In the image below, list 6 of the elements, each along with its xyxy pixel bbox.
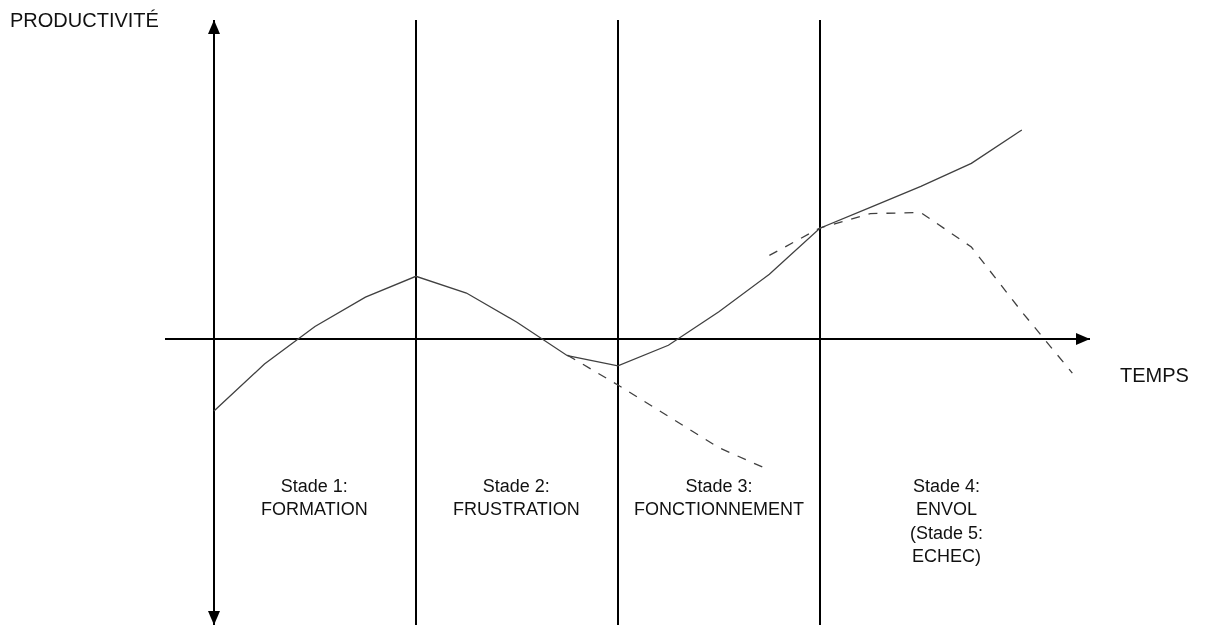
text: Stade 3: FONCTIONNEMENT: [634, 476, 804, 520]
text: Stade 1: FORMATION: [261, 476, 368, 520]
y-axis-title: PRODUCTIVITÉ: [10, 9, 159, 31]
x-axis-title: TEMPS: [1120, 364, 1189, 386]
text: Stade 4: ENVOL (Stade 5: ECHEC): [910, 476, 984, 567]
text: Stade 2: FRUSTRATION: [453, 476, 580, 520]
